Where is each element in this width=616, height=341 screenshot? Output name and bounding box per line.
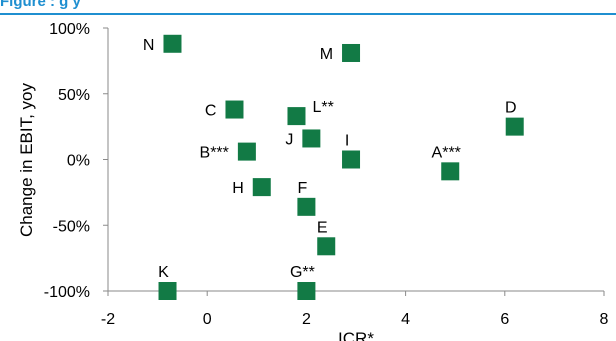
y-tick-label: 0% <box>67 153 90 170</box>
figure-title: Figure : g y <box>0 0 81 10</box>
axis-ticks: -2 0 2 4 6 8 -100% -50% 0% 50% 100% <box>44 21 609 328</box>
data-point-label: H <box>232 180 244 197</box>
data-point-label: C <box>205 103 217 120</box>
y-tick-label: 50% <box>58 87 90 104</box>
y-axis-label: Change in EBIT, yoy <box>17 82 36 237</box>
x-tick-label: 2 <box>302 311 311 328</box>
data-point-label: M <box>320 46 333 63</box>
data-point-marker <box>342 43 361 62</box>
x-tick-label: 8 <box>600 311 609 328</box>
data-point-marker <box>237 142 256 161</box>
data-points <box>158 34 524 300</box>
data-point-marker <box>287 107 306 126</box>
data-point-label: J <box>285 131 293 148</box>
data-point-marker <box>297 282 316 300</box>
data-point-label: D <box>505 100 517 117</box>
data-point-marker <box>505 117 524 136</box>
data-point-marker <box>317 237 336 256</box>
data-point-label: E <box>317 219 328 236</box>
y-tick-label: -100% <box>44 284 90 301</box>
x-tick-label: 6 <box>500 311 509 328</box>
data-point-label: I <box>345 133 349 150</box>
figure-title-band: Figure : g y <box>0 0 616 15</box>
data-point-label: A*** <box>432 144 461 161</box>
data-point-marker <box>297 197 316 216</box>
data-point-marker <box>225 100 244 119</box>
x-tick-label: 4 <box>401 311 410 328</box>
data-point-label: F <box>298 180 308 197</box>
data-point-marker <box>441 162 460 181</box>
x-axis-label: ICR* <box>338 329 374 341</box>
data-point-label: B*** <box>200 145 229 162</box>
point-labels: N M C L** D J B*** I A*** H F E K G** <box>143 37 517 281</box>
y-tick-label: 100% <box>49 21 90 38</box>
data-point-label: K <box>158 264 169 281</box>
data-point-marker <box>252 178 271 197</box>
data-point-label: G** <box>290 264 315 281</box>
data-point-label: N <box>143 37 155 54</box>
y-tick-label: -50% <box>53 218 90 235</box>
data-point-marker <box>302 129 321 148</box>
x-tick-label: -2 <box>101 311 115 328</box>
x-tick-label: 0 <box>203 311 212 328</box>
data-point-label: L** <box>312 99 333 116</box>
data-point-marker <box>342 150 361 169</box>
data-point-marker <box>163 34 182 53</box>
data-point-marker <box>158 282 177 300</box>
